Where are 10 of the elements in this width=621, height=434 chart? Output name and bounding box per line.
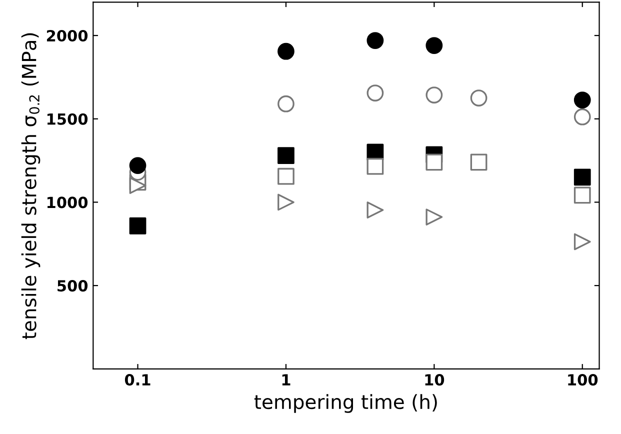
x-tick-label: 100 xyxy=(568,374,598,386)
y-axis-title: tensile yield strength σ$_{0.2}$ (MPa) xyxy=(21,33,40,340)
y-tick-label: 1000 xyxy=(47,196,88,208)
x-tick-label: 1 xyxy=(282,374,290,386)
x-tick-label: 10 xyxy=(425,374,444,386)
x-axis-title: tempering time (h) xyxy=(254,394,437,413)
y-tick-label: 500 xyxy=(58,280,88,292)
x-tick-label: 0.1 xyxy=(124,374,150,386)
y-tick-label: 2000 xyxy=(46,30,88,42)
y-tick-label: 1500 xyxy=(47,113,88,125)
